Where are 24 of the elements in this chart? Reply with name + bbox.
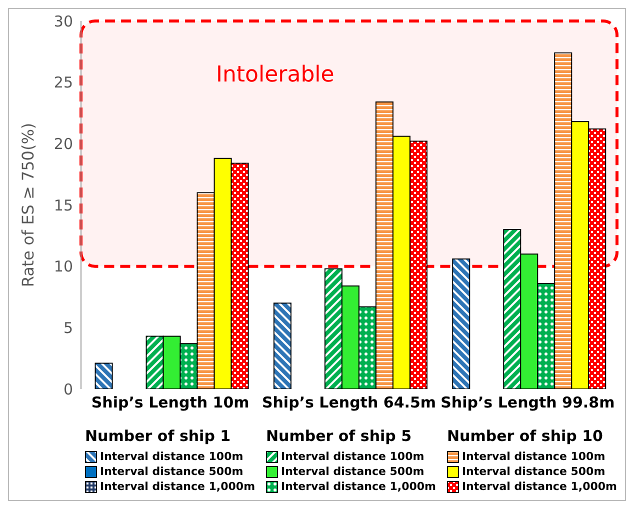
x-tick-label: Ship’s Length 99.8m bbox=[440, 394, 615, 412]
y-tick-label: 20 bbox=[54, 134, 73, 153]
y-tick-label: 10 bbox=[54, 258, 73, 276]
band-label: Intolerable bbox=[216, 62, 334, 88]
legend-label: Interval distance 1,000m bbox=[280, 479, 436, 494]
y-tick-label: 0 bbox=[63, 380, 73, 398]
legend-label: Interval distance 500m bbox=[462, 464, 606, 479]
legend-label: Interval distance 500m bbox=[280, 464, 424, 479]
y-tick-label: 30 bbox=[54, 12, 73, 30]
legend-label: Interval distance 100m bbox=[280, 449, 424, 464]
x-tick-label: Ship’s Length 64.5m bbox=[262, 394, 436, 412]
y-axis-title: Rate of ES ≥ 750(%) bbox=[18, 122, 38, 288]
legend-label: Interval distance 100m bbox=[100, 449, 244, 464]
text: Number of ship 1 bbox=[85, 427, 232, 445]
legend-label: Interval distance 1,000m bbox=[462, 479, 617, 494]
y-tick-label: 5 bbox=[63, 318, 73, 337]
text: Number of ship 10 bbox=[446, 427, 604, 445]
legend-label: Interval distance 500m bbox=[100, 464, 244, 479]
text: Number of ship 5 bbox=[266, 427, 413, 445]
x-tick-label: Ship’s Length 10m bbox=[91, 394, 250, 412]
legend-label: Interval distance 100m bbox=[462, 449, 606, 464]
y-tick-label: 15 bbox=[54, 196, 73, 214]
legend-label: Interval distance 1,000m bbox=[100, 479, 256, 494]
y-tick-label: 25 bbox=[54, 74, 73, 92]
